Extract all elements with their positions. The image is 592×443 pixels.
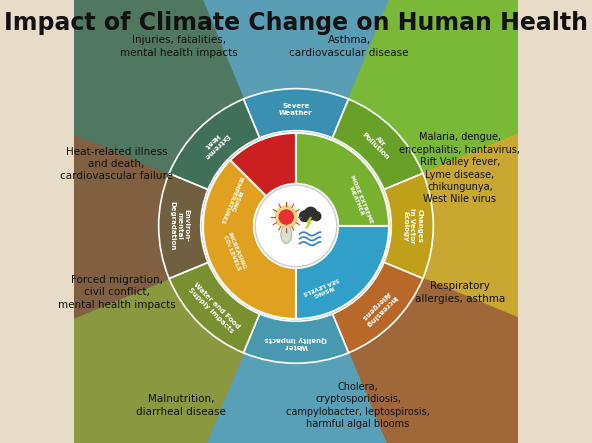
Wedge shape	[243, 89, 349, 138]
Wedge shape	[384, 173, 433, 279]
Wedge shape	[203, 160, 296, 319]
Text: Malaria, dengue,
encephalitis, hantavirus,
Rift Valley fever,
Lyme disease,
chik: Malaria, dengue, encephalitis, hantaviru…	[400, 132, 520, 204]
Text: Respiratory
allergies, asthma: Respiratory allergies, asthma	[415, 281, 505, 303]
Text: INCREASING
CO₂ LEVELS: INCREASING CO₂ LEVELS	[221, 231, 246, 272]
Polygon shape	[296, 74, 592, 378]
Text: Cholera,
cryptosporidiosis,
campylobacter, leptospirosis,
harmful algal blooms: Cholera, cryptosporidiosis, campylobacte…	[286, 382, 430, 429]
Text: Extreme
Heat: Extreme Heat	[198, 128, 230, 160]
Wedge shape	[333, 99, 423, 190]
Text: Malnutrition,
diarrheal disease: Malnutrition, diarrheal disease	[136, 394, 226, 416]
Text: Forced migration,
civil conflict,
mental health impacts: Forced migration, civil conflict, mental…	[57, 275, 175, 310]
Circle shape	[255, 185, 337, 267]
Text: RISING
SEA LEVELS: RISING SEA LEVELS	[302, 276, 342, 300]
Text: Heat-related illness
and death,
cardiovascular failure: Heat-related illness and death, cardiova…	[60, 147, 173, 181]
Text: Air
Pollution: Air Pollution	[361, 127, 395, 161]
Polygon shape	[281, 225, 292, 243]
Text: Severe
Weather: Severe Weather	[279, 103, 313, 116]
Circle shape	[300, 211, 310, 222]
Polygon shape	[296, 226, 592, 443]
Polygon shape	[0, 74, 296, 378]
Text: Asthma,
cardiovascular disease: Asthma, cardiovascular disease	[289, 35, 409, 58]
Wedge shape	[169, 262, 259, 353]
Polygon shape	[0, 0, 296, 226]
Polygon shape	[143, 0, 449, 226]
Wedge shape	[203, 133, 296, 291]
Text: Impact of Climate Change on Human Health: Impact of Climate Change on Human Health	[4, 11, 588, 35]
Text: Changes
in Vector
Ecology: Changes in Vector Ecology	[403, 208, 422, 244]
Text: Environ-
mental
Degradation: Environ- mental Degradation	[170, 201, 189, 251]
Text: MORE EXTREME
WEATHER: MORE EXTREME WEATHER	[344, 174, 373, 226]
Text: Injuries, fatalities,
mental health impacts: Injuries, fatalities, mental health impa…	[120, 35, 237, 58]
Wedge shape	[333, 262, 423, 353]
Circle shape	[312, 212, 321, 221]
Circle shape	[275, 206, 297, 228]
Wedge shape	[243, 314, 349, 363]
Wedge shape	[159, 173, 208, 279]
Circle shape	[304, 207, 317, 220]
Text: Water and Food
Supply Impacts: Water and Food Supply Impacts	[187, 281, 240, 335]
Polygon shape	[143, 226, 449, 443]
Text: Water
Quality Impacts: Water Quality Impacts	[265, 336, 327, 349]
Wedge shape	[169, 99, 259, 190]
Polygon shape	[296, 0, 592, 226]
Circle shape	[279, 210, 294, 224]
Wedge shape	[230, 226, 389, 319]
Wedge shape	[296, 133, 389, 291]
Text: RISING
TEMPERATURES: RISING TEMPERATURES	[219, 174, 248, 226]
Polygon shape	[0, 226, 296, 443]
Text: Increasing
Allergens: Increasing Allergens	[359, 289, 397, 327]
